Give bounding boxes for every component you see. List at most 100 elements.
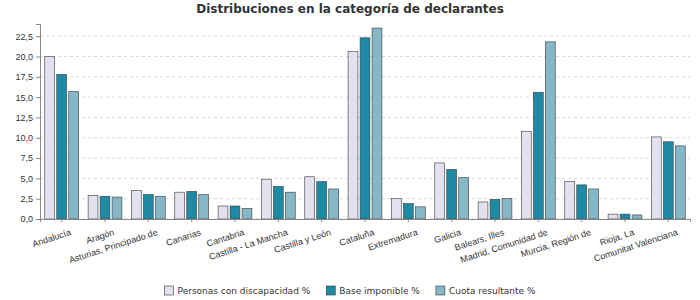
bar (502, 199, 512, 219)
x-tick: Castilla y León (273, 219, 332, 255)
bar (218, 206, 228, 219)
x-tick-label: Asturias, Principado de (68, 227, 159, 265)
bar (273, 187, 283, 220)
plot: 0,0 2,5 5,0 7,5 10,0 12,5 15,0 17,5 20,0 22,5 Anda… (15, 25, 690, 266)
x-tick-mark (581, 219, 582, 222)
x-tick-mark (61, 219, 62, 222)
x-tick-label: Andalucía (31, 227, 72, 249)
y-tick-mark (36, 158, 40, 159)
bar (545, 42, 555, 219)
x-tick-mark (451, 219, 452, 222)
x-tick: Murcia, Región de (520, 219, 593, 259)
bar (675, 146, 685, 219)
bar (45, 57, 55, 220)
x-tick: Extremadura (367, 219, 419, 253)
bar (589, 189, 599, 219)
bar (478, 202, 488, 219)
y-tick-mark (36, 36, 40, 37)
y-tick: 15,0 (15, 93, 40, 103)
bar (348, 52, 358, 219)
x-tick-label: Extremadura (367, 227, 419, 252)
bar (447, 169, 457, 219)
y-tick: 5,0 (20, 174, 40, 184)
bar (490, 200, 500, 220)
y-tick: 22,5 (15, 32, 40, 42)
bar (242, 208, 252, 219)
x-tick-mark (148, 219, 149, 222)
x-tick-mark (668, 219, 669, 222)
bar (175, 192, 185, 219)
x-tick: Castilla - La Mancha (208, 219, 289, 262)
legend-swatch (165, 286, 174, 295)
bar (403, 204, 413, 219)
legend-item: Base imponible % (326, 286, 420, 296)
y-tick: 10,0 (15, 133, 40, 143)
x-tick: Canarias (165, 219, 203, 248)
y-tick-label: 5,0 (20, 174, 33, 184)
legend-swatch (436, 286, 445, 295)
y-tick-label: 15,0 (15, 93, 33, 103)
bar (317, 182, 327, 219)
grid-line (40, 36, 690, 37)
y-tick-mark (36, 77, 40, 78)
y-tick: 2,5 (20, 194, 40, 204)
legend-label: Cuota resultante % (449, 286, 536, 296)
bars (45, 28, 685, 219)
x-tick: Madrid, Comunidad de (459, 219, 549, 265)
bar (632, 215, 642, 219)
bar (187, 191, 197, 219)
bar (143, 195, 153, 219)
x-tick-mark (625, 219, 626, 222)
y-tick: 7,5 (20, 153, 40, 163)
x-tick-mark (365, 219, 366, 222)
bar (415, 207, 425, 219)
y-tick-label: 7,5 (20, 153, 33, 163)
bar (521, 131, 531, 219)
y-tick-label: 2,5 (20, 194, 33, 204)
y-tick: 12,5 (15, 113, 40, 123)
x-tick-mark (495, 219, 496, 222)
x-tick: Andalucía (31, 219, 72, 249)
bar (69, 91, 79, 219)
bar (360, 38, 370, 219)
y-tick-label: 10,0 (15, 133, 33, 143)
y-tick: 0,0 (20, 214, 40, 224)
y-tick-label: 20,0 (15, 52, 33, 62)
y-tick-mark (36, 117, 40, 118)
legend-label: Base imponible % (339, 286, 420, 296)
y-tick-mark (36, 57, 40, 58)
y-tick: 20,0 (15, 52, 40, 62)
y-tick-label: 17,5 (15, 72, 33, 82)
y-tick-mark (36, 199, 40, 200)
y-tick-label: 22,5 (15, 32, 33, 42)
legend-item: Cuota resultante % (436, 286, 536, 296)
y-tick: 17,5 (15, 72, 40, 82)
y-tick-mark (36, 97, 40, 98)
bar (577, 185, 587, 219)
bar (230, 206, 240, 219)
bar (88, 195, 98, 219)
x-tick-mark (278, 219, 279, 222)
x-tick-mark (538, 219, 539, 222)
grid (40, 36, 690, 219)
y-tick-mark (36, 138, 40, 139)
y-tick-mark (36, 178, 40, 179)
legend: Personas con discapacidad %Base imponibl… (165, 286, 536, 296)
bar (459, 178, 469, 219)
x-axis: AndalucíaAragónAsturias, Principado deCa… (31, 219, 691, 265)
bar (651, 137, 661, 219)
x-tick-mark (105, 219, 106, 222)
bar (305, 177, 315, 219)
y-tick-label: 12,5 (15, 113, 33, 123)
bar (285, 192, 295, 219)
title: Distribuciones en la categoría de declar… (196, 2, 504, 16)
bar (608, 214, 618, 219)
y-axis: 0,0 2,5 5,0 7,5 10,0 12,5 15,0 17,5 20,0 22,5 (15, 25, 40, 225)
x-tick-mark (408, 219, 409, 222)
y-tick-mark (36, 219, 40, 220)
x-tick-label: Castilla y León (273, 227, 332, 255)
x-tick-label: Murcia, Región de (520, 227, 593, 259)
x-tick: Asturias, Principado de (68, 219, 159, 265)
bar (391, 199, 401, 219)
bar (57, 74, 67, 219)
